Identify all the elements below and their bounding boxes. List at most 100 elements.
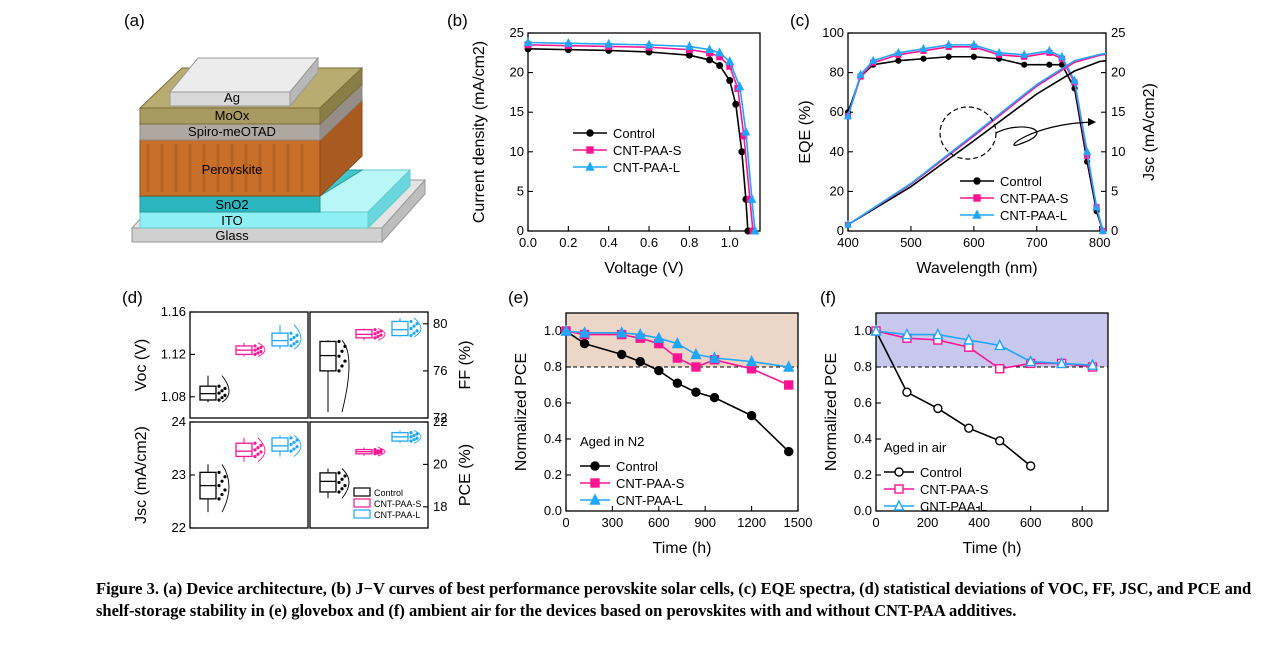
panel-d-dot (295, 333, 299, 337)
panel-d-dot (217, 484, 221, 488)
panel-b-ytick-label: 10 (510, 144, 524, 159)
panel-d-dot (220, 396, 224, 400)
panel-f-xtick-label: 200 (917, 515, 939, 530)
panel-f-point (994, 338, 1006, 351)
panel-d-dot (340, 349, 344, 353)
panel-e-ytick-label: 0.4 (544, 431, 562, 446)
panel-e-xtick-label: 1500 (784, 515, 813, 530)
panel-b-point (726, 77, 734, 85)
panel-d-dot (217, 391, 221, 395)
panel-e-xtick-label: 900 (694, 515, 716, 530)
panel-f-point (1055, 356, 1068, 369)
panel-d-dot (292, 342, 296, 346)
panel-e-ytick-label: 0.6 (544, 395, 562, 410)
panel-d-dot (373, 328, 377, 332)
panel-c-point (945, 53, 952, 60)
panel-d-dot (373, 447, 377, 452)
panel-d-dot (289, 436, 293, 440)
panel-b-point (735, 81, 745, 91)
panel-d-dot (412, 331, 416, 335)
panel-f-xtick-label: 400 (968, 515, 990, 530)
panel-d-distribution (341, 339, 350, 413)
panel-e-xtick-label: 600 (648, 515, 670, 530)
panel-e-legend-marker (589, 493, 601, 505)
panel-d-ylabel: Jsc (mA/cm2) (133, 426, 150, 524)
panel-d-distribution (257, 342, 266, 357)
panel-d-dot (289, 337, 293, 342)
panel-d-ytick-label: 1.16 (161, 304, 186, 319)
panel-b-xtick-label: 0.6 (640, 235, 658, 250)
panel-c-point (894, 47, 903, 56)
panel-d-dot (217, 398, 221, 402)
panel-e-legend-label: CNT-PAA-S (616, 476, 685, 491)
panel-e-point (635, 356, 645, 367)
panel-c-callout-arrow (995, 121, 1096, 146)
panel-e-point (746, 410, 757, 421)
panel-c-point (869, 55, 878, 64)
layer-label-ag: Ag (224, 90, 240, 105)
panel-c-ytick-label: 100 (822, 25, 844, 40)
panel-e-point (783, 360, 795, 372)
panel-b-point (523, 37, 533, 47)
panel-c-jsc-series-line (847, 59, 1107, 226)
panel-d-dot (253, 454, 257, 459)
panel-f-ytick-label: 0.8 (854, 359, 872, 374)
panel-d-ytick-label: 1.08 (161, 389, 186, 404)
panel-b-legend-marker (585, 161, 595, 171)
panel-d-dot (376, 334, 380, 339)
panel-d-dot (223, 393, 227, 397)
panel-c-point (1021, 61, 1028, 68)
panel-d-box (271, 437, 289, 452)
panel-c-legend-label: Control (1000, 174, 1042, 189)
panel-c-ylabel: EQE (%) (797, 100, 814, 163)
panel-f-point (1086, 358, 1099, 370)
panel-e-ytick-label: 0.0 (544, 503, 562, 518)
panel-d-dot (337, 480, 341, 485)
panel-b-point (604, 38, 614, 48)
panel-d-dot (223, 475, 227, 479)
panel-d-dot (292, 335, 296, 340)
panel-d-dot (340, 487, 344, 491)
panel-d-dot (412, 433, 416, 438)
panel-e-point (709, 392, 720, 403)
panel-b-point (732, 100, 740, 108)
panel-c-xtick-label: 500 (900, 235, 922, 250)
panel-e-point (579, 338, 590, 349)
panel-d-ytick-label: 1.12 (161, 346, 186, 361)
panel-c-y2tick-label: 15 (1111, 104, 1125, 119)
glass-layer-side (381, 178, 426, 244)
panel-e-point (616, 326, 628, 338)
panel-c-arrow-head (1088, 118, 1096, 126)
panel-f-xlabel: Time (h) (963, 540, 1022, 557)
panel-d-axes (309, 421, 429, 529)
panel-d-legend-label: CNT-PAA-S (374, 499, 421, 509)
panel-e-point (654, 365, 664, 376)
panel-f-point (932, 328, 944, 340)
panel-b-point (716, 61, 724, 69)
panel-c-legend-marker (973, 177, 981, 185)
panel-d-distribution (377, 328, 386, 341)
panel-d-dot (295, 340, 299, 344)
panel-d-distribution (413, 430, 422, 444)
panel-c-axes (847, 32, 1107, 232)
panel-c-y2tick-label: 5 (1111, 183, 1118, 198)
panel-d-y2tick-label: 72 (433, 410, 447, 425)
caption-text: Figure 3. (a) Device architecture, (b) J… (96, 579, 1252, 620)
panel-f-xtick-label: 0 (872, 515, 879, 530)
panel-e-point (690, 347, 702, 360)
panel-e-series-line (565, 330, 789, 368)
panel-f-axes (875, 312, 1109, 512)
panel-d-legend-label: Control (374, 488, 403, 498)
panel-b-point (685, 51, 693, 59)
figure-caption: Figure 3. (a) Device architecture, (b) J… (96, 578, 1268, 622)
panel-b-legend-label: CNT-PAA-L (613, 160, 680, 175)
panel-e-point (708, 351, 721, 363)
panel-f-point (995, 436, 1005, 446)
panel-f-ytick-label: 0.2 (854, 467, 872, 482)
panel-c-xtick-label: 400 (837, 235, 859, 250)
panel-b-point (563, 37, 573, 47)
panel-d-dot (409, 439, 413, 443)
panel-d-ytick-label: 23 (172, 467, 186, 482)
panel-d-dot (415, 432, 419, 436)
panel-e-point (745, 355, 758, 367)
